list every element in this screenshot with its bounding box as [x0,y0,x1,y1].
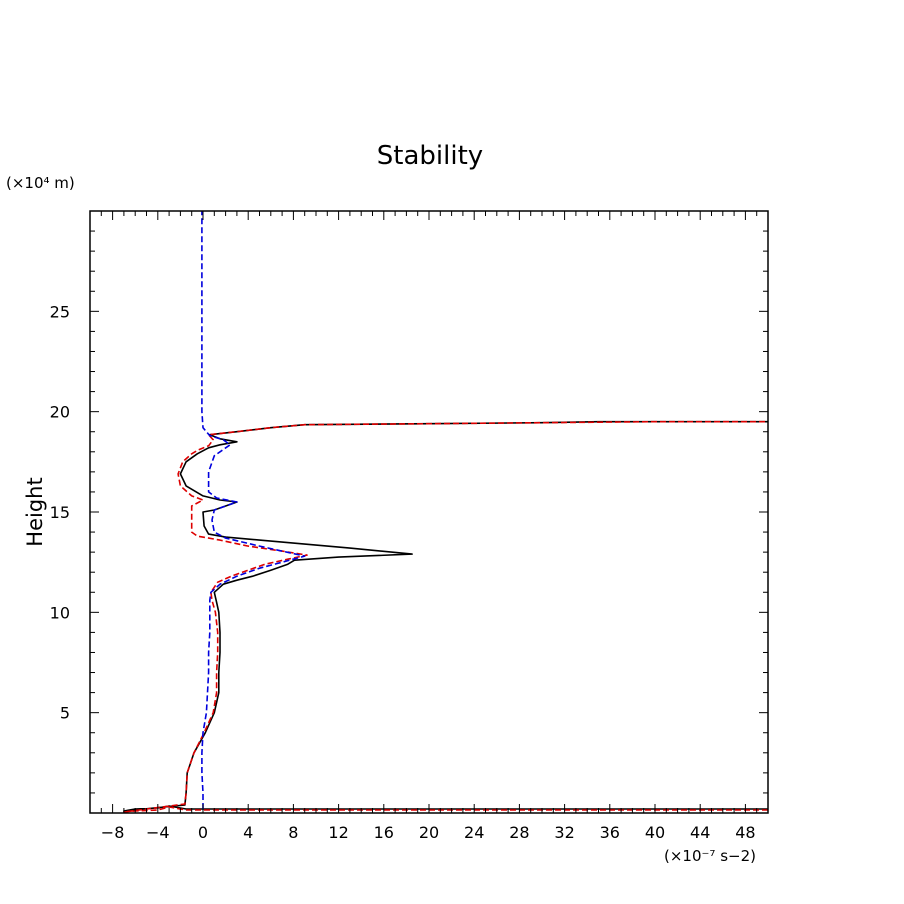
x-tick-label: 32 [554,823,574,842]
y-tick-label: 10 [50,603,70,622]
x-tick-label: 28 [509,823,529,842]
x-tick-label: 0 [198,823,208,842]
x-tick-label: 48 [735,823,755,842]
y-axis-label: Height [23,477,47,546]
x-unit-label: (×10⁻⁷ s−2) [664,847,756,865]
x-tick-label: 36 [600,823,620,842]
ticks-layer [89,210,769,814]
x-tick-label: 44 [690,823,710,842]
x-tick-label: 4 [243,823,253,842]
x-tick-label: 16 [374,823,394,842]
x-tick-label: 20 [419,823,439,842]
y-tick-label: 20 [50,403,70,422]
series-line-3 [201,211,306,809]
series-line-2 [123,420,768,813]
y-unit-label: (×10⁴ m) [6,174,75,192]
y-tick-label: 25 [50,302,70,321]
y-tick-labels: 5 10 15 20 25 [50,302,70,722]
series-line-1 [123,420,768,812]
x-tick-label: 40 [645,823,665,842]
y-tick-label: 5 [60,704,70,723]
y-tick-label: 15 [50,503,70,522]
x-tick-label: 24 [464,823,484,842]
x-tick-label: −8 [101,823,125,842]
chart-title: Stability [377,141,483,171]
x-tick-label: 12 [328,823,348,842]
x-tick-labels: −8 −4 0 4 8 12 16 20 24 28 32 36 40 44 48 [101,823,756,842]
series-layer [123,211,768,813]
x-tick-label: −4 [146,823,170,842]
plot-frame [89,210,769,814]
x-tick-label: 8 [288,823,298,842]
